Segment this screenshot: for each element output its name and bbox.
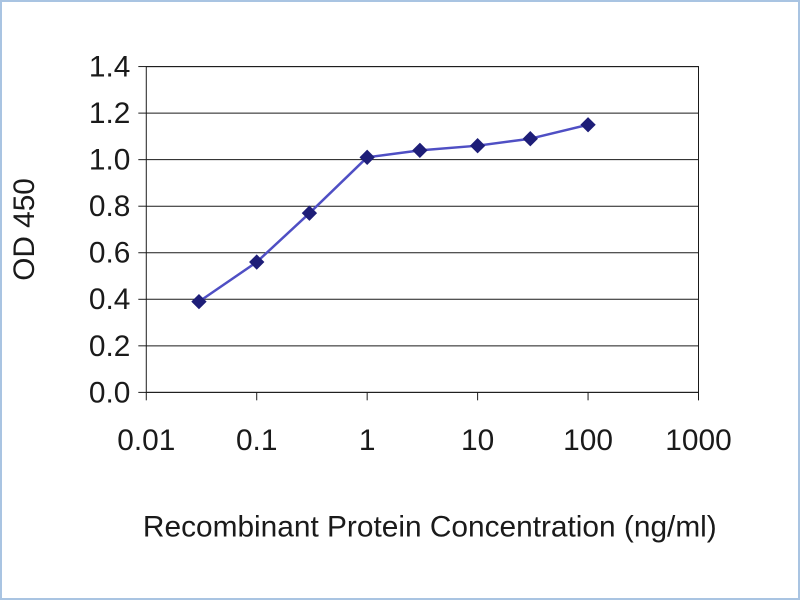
data-point-marker xyxy=(469,138,486,154)
y-axis-title: OD 450 xyxy=(8,178,41,281)
x-tick-label: 100 xyxy=(563,424,613,457)
data-point-marker xyxy=(249,254,265,270)
plot-area: 0.0 0.2 0.4 0.6 0.8 1.0 1.2 1.4 0.01 0.1 1 10 100 100… xyxy=(89,51,732,457)
x-tick-label: 1 xyxy=(359,424,376,457)
x-tick-label: 0.1 xyxy=(236,424,277,457)
y-tick-label: 1.0 xyxy=(89,144,130,177)
y-tick-label: 1.4 xyxy=(89,51,130,84)
y-tick-label: 0.4 xyxy=(89,283,130,316)
data-point-marker xyxy=(359,149,375,165)
data-line xyxy=(198,123,589,303)
data-point-marker xyxy=(191,293,207,310)
x-tick-label: 0.01 xyxy=(117,424,175,457)
data-point-marker xyxy=(412,142,428,159)
y-tick-label: 0.0 xyxy=(89,376,130,409)
data-point-marker xyxy=(522,131,538,147)
x-tick-label: 10 xyxy=(461,424,494,457)
y-tick-label: 1.2 xyxy=(89,97,130,130)
data-point-marker xyxy=(580,117,596,133)
x-tick-label: 1000 xyxy=(665,424,731,457)
x-axis-title: Recombinant Protein Concentration (ng/ml… xyxy=(143,510,717,543)
plot-border xyxy=(145,66,699,393)
y-tick-label: 0.6 xyxy=(89,237,130,270)
y-tick-label: 0.8 xyxy=(89,190,130,223)
y-tick-label: 0.2 xyxy=(89,330,130,363)
data-point-marker xyxy=(301,205,318,221)
